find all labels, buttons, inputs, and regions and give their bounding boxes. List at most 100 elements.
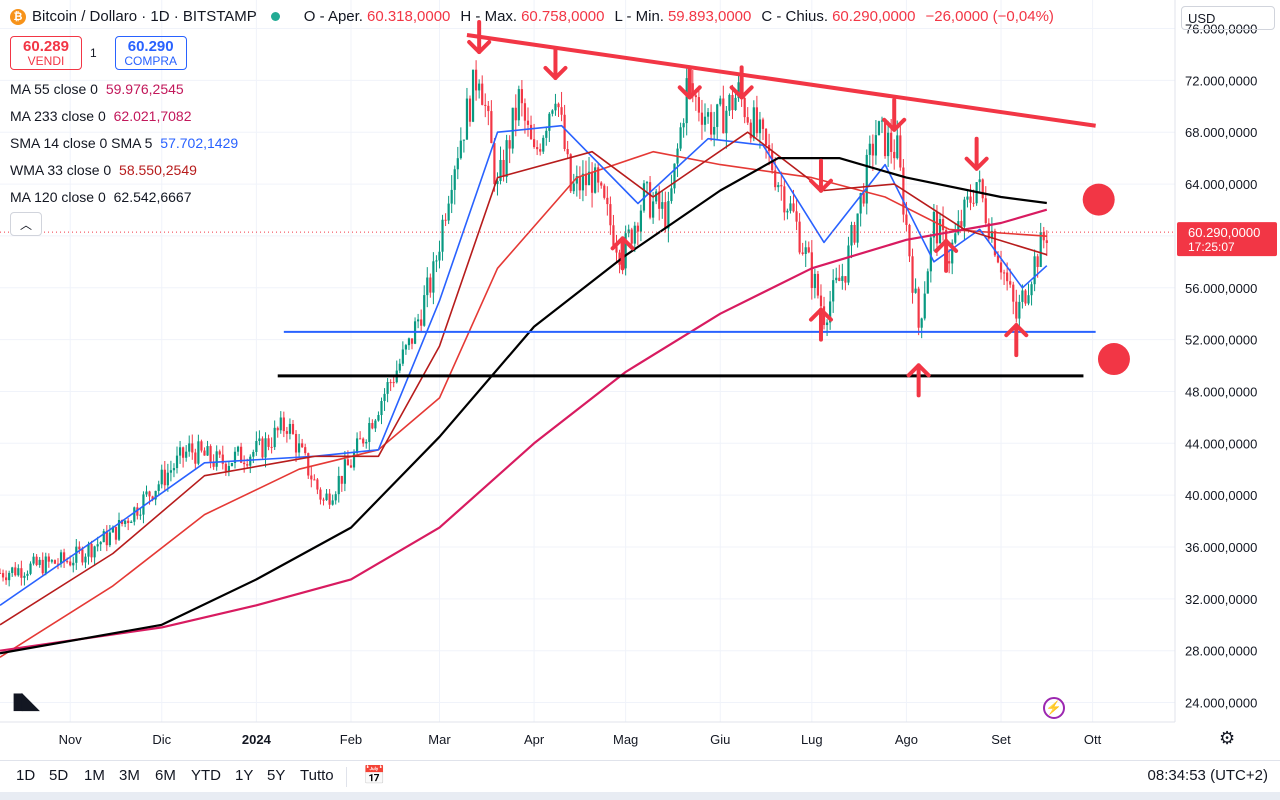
y-tick-label: 32.000,0000 bbox=[1185, 592, 1257, 607]
low-value: 59.893,0000 bbox=[667, 8, 752, 25]
candle-body bbox=[404, 345, 408, 350]
candle-body bbox=[69, 561, 72, 566]
candle-body bbox=[633, 225, 636, 244]
arrow-head bbox=[882, 117, 907, 132]
date-range-icon[interactable]: 📅 bbox=[363, 765, 386, 785]
candle-body bbox=[401, 349, 404, 364]
candle-body bbox=[670, 188, 673, 202]
close-label: C - Chius. bbox=[761, 8, 829, 25]
price-chart[interactable]: 76.000,000072.000,000068.000,000064.000,… bbox=[0, 0, 1280, 760]
candle-body bbox=[877, 121, 881, 136]
x-tick-label: Apr bbox=[524, 732, 545, 747]
candle-body bbox=[1039, 232, 1042, 267]
indicator-row[interactable]: MA 233 close 0 62.021,7082 bbox=[10, 107, 238, 134]
candle-body bbox=[398, 363, 401, 371]
candle-body bbox=[655, 191, 658, 202]
period-1y-button[interactable]: 1Y bbox=[235, 767, 254, 784]
candle-body bbox=[502, 159, 505, 178]
candle-body bbox=[893, 151, 896, 159]
period-3m-button[interactable]: 3M bbox=[119, 767, 140, 784]
candle-body bbox=[685, 78, 688, 124]
indicator-row[interactable]: SMA 14 close 0 SMA 5 57.702,1429 bbox=[10, 134, 238, 161]
candle-body bbox=[267, 438, 270, 447]
symbol-title[interactable]: Bitcoin / Dollaro · 1D · BITSTAMP bbox=[32, 8, 257, 25]
candle-body bbox=[951, 242, 954, 264]
candle-body bbox=[859, 193, 862, 214]
candle-body bbox=[764, 128, 768, 145]
candle-body bbox=[938, 219, 942, 244]
period-1d-button[interactable]: 1D bbox=[16, 767, 36, 784]
candle-body bbox=[496, 180, 499, 185]
collapse-legend-button[interactable]: ︿ bbox=[10, 212, 42, 236]
sell-button[interactable]: 60.289 VENDI bbox=[10, 36, 82, 70]
candle-body bbox=[578, 176, 581, 191]
candle-body bbox=[792, 203, 795, 212]
indicator-name: MA 120 close 0 bbox=[10, 189, 106, 205]
candle-body bbox=[822, 306, 826, 326]
period-5d-button[interactable]: 5D bbox=[49, 767, 69, 784]
candle-body bbox=[313, 479, 316, 481]
candle-body bbox=[899, 135, 902, 168]
candle-body bbox=[243, 462, 246, 465]
indicator-row[interactable]: WMA 33 close 0 58.550,2549 bbox=[10, 161, 238, 188]
candle-body bbox=[1030, 284, 1033, 296]
indicator-row[interactable]: MA 55 close 0 59.976,2545 bbox=[10, 80, 238, 107]
candle-body bbox=[11, 567, 14, 573]
arrow-down-annotation bbox=[729, 65, 754, 100]
currency-selector[interactable]: USD bbox=[1181, 6, 1275, 30]
tradingview-logo[interactable]: ▮◣ bbox=[12, 688, 39, 713]
period-5y-button[interactable]: 5Y bbox=[267, 767, 286, 784]
candle-body bbox=[829, 301, 832, 323]
candle-body bbox=[142, 494, 145, 515]
candle-body bbox=[514, 107, 517, 121]
candle-body bbox=[972, 202, 975, 204]
candle-body bbox=[923, 293, 926, 319]
clock[interactable]: 08:34:53 (UTC+2) bbox=[1147, 767, 1268, 784]
red-dot-annotation bbox=[1082, 183, 1115, 216]
candle-body bbox=[453, 169, 456, 190]
candle-body bbox=[624, 233, 627, 269]
candle-body bbox=[191, 443, 194, 453]
indicator-name: SMA 14 close 0 SMA 5 bbox=[10, 135, 153, 151]
x-tick-label: Set bbox=[991, 732, 1011, 747]
candle-body bbox=[328, 493, 331, 505]
candle-body bbox=[481, 83, 484, 105]
candle-body bbox=[471, 69, 475, 122]
indicator-name: MA 55 close 0 bbox=[10, 81, 98, 97]
candle-body bbox=[517, 89, 520, 121]
candle-body bbox=[584, 173, 588, 186]
candle-body bbox=[658, 191, 661, 209]
candle-body bbox=[902, 167, 905, 215]
candle-body bbox=[551, 110, 554, 114]
candle-body bbox=[908, 224, 911, 257]
candle-body bbox=[789, 203, 792, 211]
candle-body bbox=[41, 559, 44, 574]
period-ytd-button[interactable]: YTD bbox=[191, 767, 221, 784]
period-6m-button[interactable]: 6M bbox=[155, 767, 176, 784]
candle-body bbox=[856, 213, 859, 243]
candle-body bbox=[261, 438, 264, 458]
buy-button[interactable]: 60.290 COMPRA bbox=[114, 36, 187, 70]
candle-body bbox=[145, 491, 148, 495]
change-value: −26,0000 (−0,04%) bbox=[925, 8, 1054, 25]
candle-body bbox=[56, 563, 60, 565]
settings-icon[interactable]: ⚙ bbox=[1219, 728, 1236, 748]
candle-body bbox=[252, 451, 255, 457]
candle-body bbox=[700, 112, 704, 125]
candle-body bbox=[1015, 301, 1018, 319]
candle-body bbox=[716, 104, 719, 127]
candle-body bbox=[801, 252, 804, 254]
bottom-toolbar: 1D 5D 1M 3M 6M YTD 1Y 5Y Tutto 08:34:53 … bbox=[0, 760, 1280, 793]
y-tick-label: 72.000,0000 bbox=[1185, 73, 1257, 88]
candle-body bbox=[1045, 240, 1048, 244]
chevron-up-icon: ︿ bbox=[19, 217, 32, 232]
candle-body bbox=[87, 543, 90, 557]
period-all-button[interactable]: Tutto bbox=[300, 767, 334, 784]
indicator-name: MA 233 close 0 bbox=[10, 108, 106, 124]
indicator-row[interactable]: MA 120 close 0 62.542,6667 bbox=[10, 188, 238, 215]
candle-body bbox=[984, 198, 987, 224]
period-1m-button[interactable]: 1M bbox=[84, 767, 105, 784]
lightning-icon[interactable]: ⚡ bbox=[1043, 697, 1065, 719]
indicator-value: 62.021,7082 bbox=[113, 108, 192, 124]
candle-body bbox=[987, 223, 990, 239]
